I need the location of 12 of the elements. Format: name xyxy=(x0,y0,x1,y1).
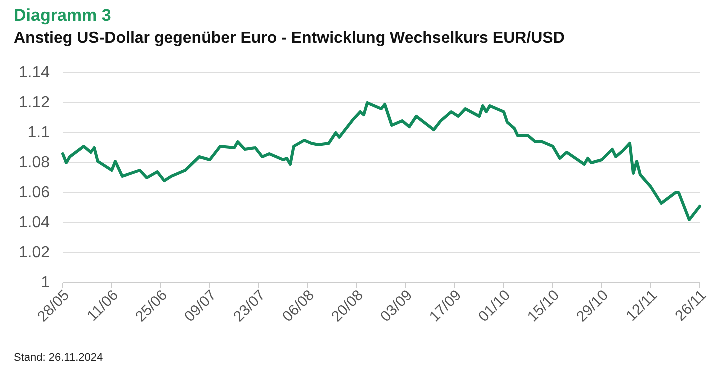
y-tick-label: 1.1 xyxy=(28,124,50,142)
y-tick-label: 1.14 xyxy=(18,64,50,82)
line-series xyxy=(62,102,702,222)
y-tick-label: 1.04 xyxy=(18,214,50,232)
chart-title: Diagramm 3 xyxy=(14,6,112,25)
y-tick-label: 1.08 xyxy=(18,154,50,172)
chart-subtitle: Anstieg US-Dollar gegenüber Euro - Entwicklung Wechselkurs EUR/USD xyxy=(14,30,565,47)
y-tick-label: 1.06 xyxy=(18,184,50,202)
y-tick-label: 1.02 xyxy=(18,244,50,262)
y-tick-label: 1.12 xyxy=(18,94,50,112)
text: Stand: 26.11.2024 xyxy=(14,352,104,364)
y-tick-label: 1 xyxy=(41,274,50,292)
